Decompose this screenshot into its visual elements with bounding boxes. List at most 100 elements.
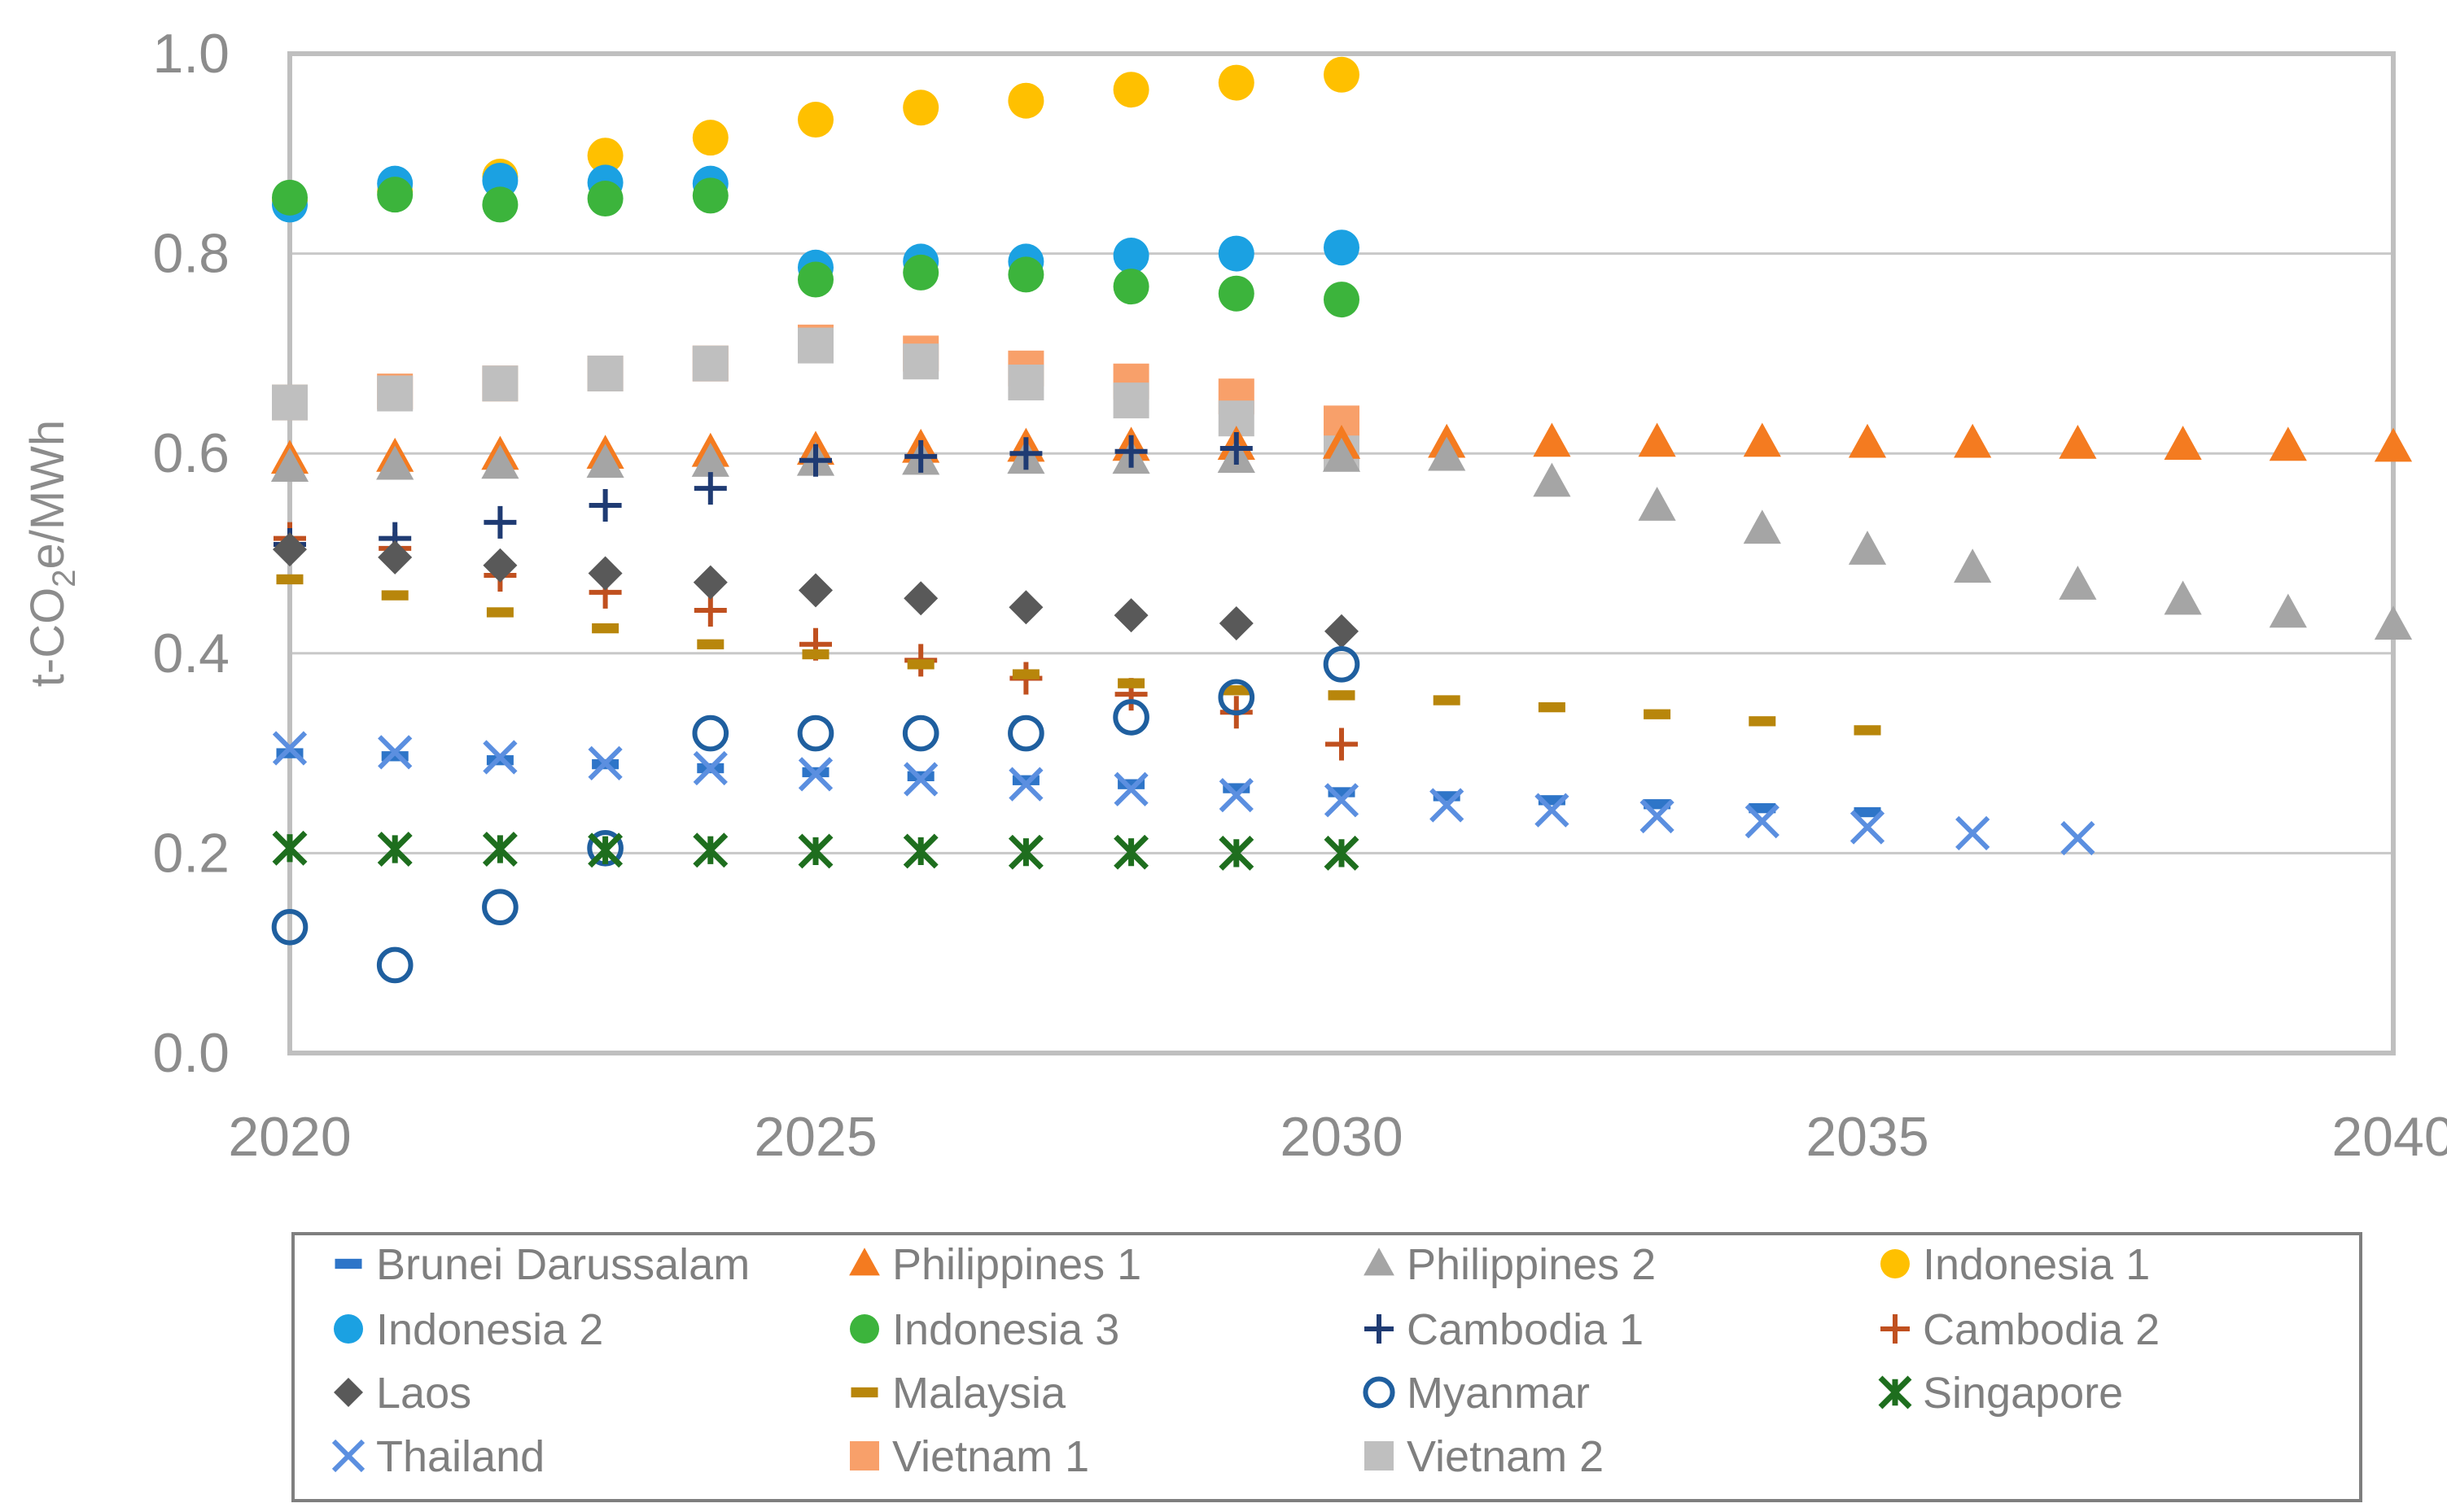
data-point-thailand — [1639, 798, 1674, 834]
data-point-philippines-2 — [481, 444, 519, 479]
data-point-vietnam-2 — [377, 375, 414, 412]
legend-marker — [1364, 1248, 1394, 1276]
data-point-philippines-2 — [1322, 437, 1361, 472]
data-point-philippines-2 — [1533, 462, 1571, 497]
data-point-malaysia — [276, 574, 304, 585]
data-point-thailand — [1324, 783, 1359, 818]
data-point-myanmar — [1218, 679, 1255, 716]
data-point-indonesia-3 — [1324, 282, 1359, 318]
data-point-myanmar — [376, 946, 414, 984]
legend-label: Cambodia 2 — [1923, 1305, 2160, 1354]
data-point-philippines-2 — [2374, 605, 2413, 640]
legend-item-philippines-2: Philippines 2 — [1364, 1240, 1656, 1289]
data-point-indonesia-2 — [1324, 229, 1359, 266]
legend-marker — [334, 1314, 363, 1344]
y-axis-title-rest: e/MWh — [21, 420, 74, 570]
data-point-philippines-2 — [2059, 566, 2097, 600]
legend-item-cambodia-2: Cambodia 2 — [1880, 1305, 2160, 1354]
series-malaysia — [276, 574, 1881, 736]
data-point-indonesia-3 — [272, 179, 308, 216]
x-tick-label: 2020 — [228, 1106, 351, 1168]
legend-marker — [1880, 1314, 1910, 1344]
legend-label: Vietnam 1 — [892, 1432, 1089, 1481]
data-point-malaysia — [802, 649, 830, 660]
data-point-philippines-2 — [2164, 580, 2202, 615]
legend-item-indonesia-2: Indonesia 2 — [334, 1305, 603, 1354]
data-point-indonesia-1 — [587, 138, 624, 174]
data-point-philippines-1 — [1533, 422, 1571, 457]
legend-marker — [1364, 1441, 1394, 1470]
data-point-indonesia-1 — [798, 102, 834, 138]
y-tick-label: 0.0 — [152, 1022, 230, 1084]
legend-label: Laos — [376, 1369, 471, 1418]
data-point-thailand — [1114, 771, 1149, 806]
data-point-indonesia-3 — [903, 254, 939, 291]
data-point-vietnam-2 — [1113, 382, 1149, 419]
data-point-singapore — [1008, 834, 1044, 870]
legend: Brunei Darussalam Philippines 1 Philippine… — [331, 1240, 2160, 1481]
x-axis-ticks: 2020 2025 2030 2035 2040 — [228, 1106, 2447, 1168]
data-point-philippines-1 — [1954, 423, 1992, 458]
series-philippines-2 — [270, 436, 2413, 640]
data-point-thailand — [904, 762, 939, 797]
legend-item-myanmar: Myanmar — [1363, 1369, 1590, 1418]
legend-item-malaysia: Malaysia — [851, 1369, 1066, 1418]
data-point-laos — [1009, 590, 1044, 625]
data-point-myanmar — [902, 714, 939, 752]
data-point-malaysia — [1328, 690, 1355, 701]
data-point-philippines-2 — [1848, 531, 1887, 565]
y-tick-label: 0.8 — [152, 223, 230, 285]
data-point-malaysia — [1854, 725, 1881, 736]
data-point-malaysia — [1538, 701, 1565, 713]
legend-label: Indonesia 2 — [376, 1305, 603, 1354]
data-point-singapore — [1324, 835, 1359, 871]
data-point-thailand — [1009, 767, 1044, 802]
data-point-thailand — [693, 750, 728, 786]
data-point-laos — [799, 573, 833, 608]
legend-label: Cambodia 1 — [1407, 1305, 1644, 1354]
legend-marker — [850, 1441, 879, 1470]
data-point-philippines-1 — [1743, 422, 1781, 457]
y-axis-title: t-CO2e/MWh — [21, 420, 82, 687]
data-point-brunei-darussalam — [1749, 802, 1776, 814]
data-point-indonesia-1 — [1113, 72, 1149, 108]
data-point-myanmar — [1113, 699, 1149, 736]
data-point-thailand — [1955, 815, 1990, 850]
data-point-philippines-1 — [2059, 424, 2097, 459]
legend-item-laos: Laos — [334, 1369, 471, 1418]
data-point-thailand — [798, 757, 834, 792]
legend-item-brunei-darussalam: Brunei Darussalam — [335, 1240, 750, 1289]
legend-item-indonesia-3: Indonesia 3 — [850, 1305, 1119, 1354]
data-point-thailand — [1744, 803, 1779, 839]
data-point-laos — [693, 565, 728, 600]
data-point-laos — [1219, 605, 1254, 640]
data-point-malaysia — [1749, 716, 1776, 727]
data-point-singapore — [482, 832, 518, 867]
data-point-indonesia-3 — [1218, 275, 1254, 312]
series-laos — [273, 532, 1359, 649]
y-axis-title-subscript: 2 — [46, 570, 82, 588]
data-point-thailand — [1219, 778, 1254, 813]
legend-item-singapore: Singapore — [1878, 1369, 2123, 1418]
data-point-malaysia — [1118, 678, 1145, 688]
data-point-vietnam-2 — [272, 384, 308, 421]
data-point-indonesia-1 — [1324, 56, 1359, 93]
data-point-laos — [1114, 598, 1149, 633]
legend-label: Vietnam 2 — [1407, 1432, 1604, 1481]
data-point-malaysia — [907, 659, 935, 670]
data-point-vietnam-2 — [587, 355, 624, 391]
data-point-thailand — [588, 745, 623, 781]
data-point-philippines-2 — [270, 448, 309, 482]
data-point-vietnam-2 — [1008, 365, 1044, 401]
data-point-vietnam-2 — [692, 345, 729, 382]
data-point-laos — [273, 532, 307, 567]
data-point-cambodia-2 — [694, 593, 727, 627]
x-tick-label: 2040 — [2331, 1106, 2447, 1168]
legend-marker — [849, 1248, 880, 1276]
series-layer — [270, 56, 2413, 984]
x-tick-label: 2025 — [754, 1106, 877, 1168]
legend-marker — [851, 1387, 878, 1398]
legend-marker — [850, 1314, 879, 1344]
data-point-singapore — [798, 833, 834, 869]
